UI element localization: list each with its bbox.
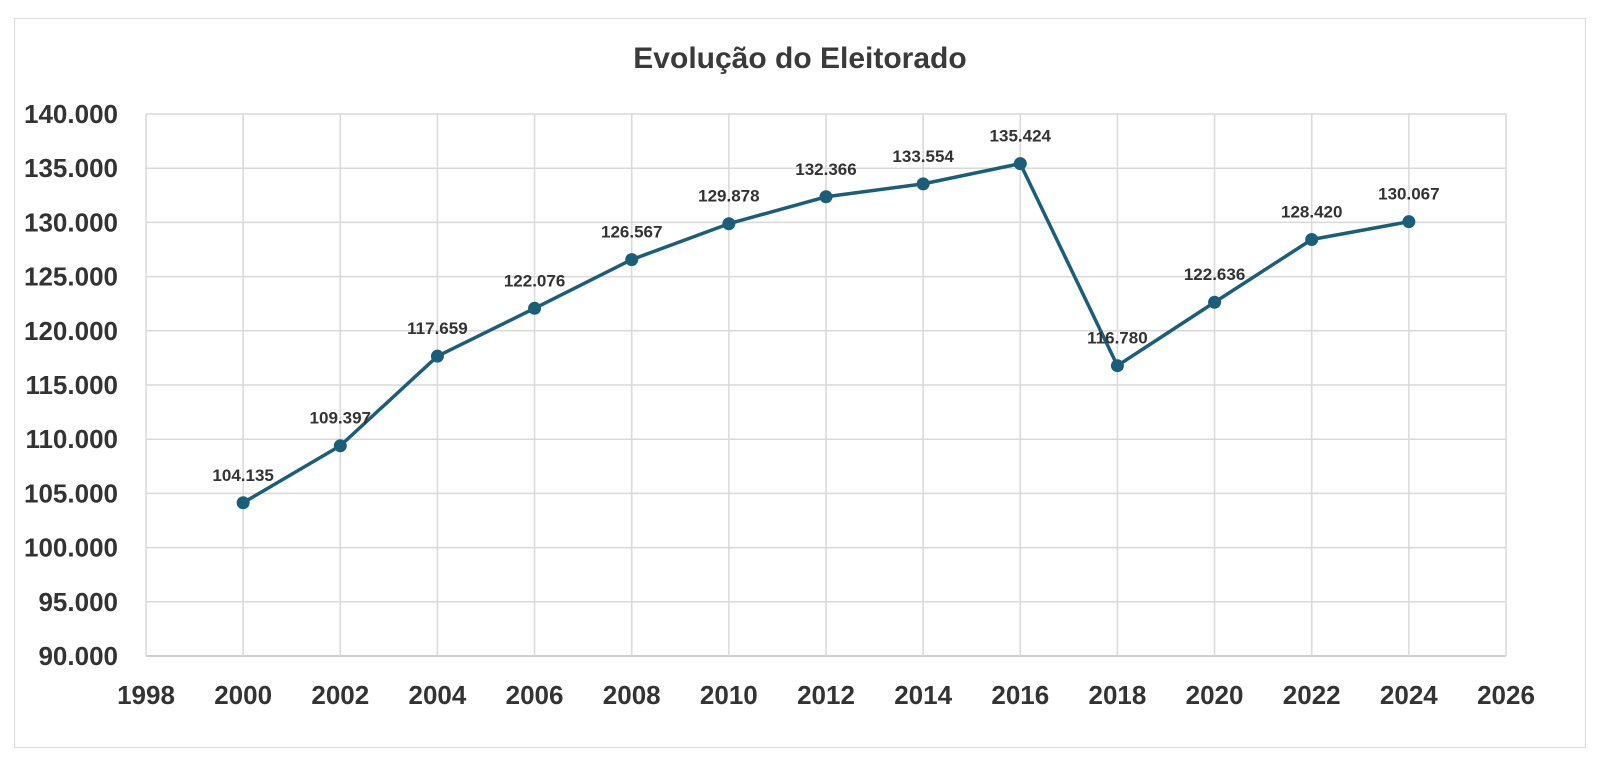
x-tick-label: 2006 [506,680,564,710]
data-point [1402,215,1416,229]
data-point [333,439,347,453]
data-label: 133.554 [892,147,954,166]
data-label: 129.878 [698,187,759,206]
data-label: 130.067 [1378,185,1439,204]
x-tick-label: 2012 [797,680,855,710]
x-tick-label: 2000 [214,680,272,710]
chart-frame [14,18,1586,748]
x-tick-label: 2022 [1283,680,1341,710]
data-point [528,301,542,315]
data-point [819,190,833,204]
y-tick-label: 115.000 [25,370,118,400]
data-point [1305,233,1319,247]
y-tick-label: 125.000 [24,262,118,292]
data-label: 104.135 [212,466,273,485]
data-point [430,349,444,363]
x-tick-label: 2020 [1186,680,1244,710]
data-label: 122.076 [504,271,565,290]
x-tick-label: 2010 [700,680,758,710]
data-label: 122.636 [1184,265,1245,284]
x-tick-label: 2002 [311,680,369,710]
data-point [236,496,250,510]
data-point [1110,359,1124,373]
data-label: 109.397 [310,409,371,428]
chart-title: Evolução do Eleitorado [633,42,967,75]
data-label: 132.366 [795,160,856,179]
y-tick-label: 100.000 [24,533,118,563]
data-label: 116.780 [1087,329,1148,348]
data-point [625,253,639,267]
data-label: 126.567 [601,223,662,242]
data-point [722,217,736,231]
data-label: 117.659 [407,319,468,338]
data-point [1208,295,1222,309]
data-label: 128.420 [1281,203,1342,222]
y-tick-label: 110.000 [25,424,118,454]
x-tick-label: 2016 [991,680,1049,710]
data-label: 135.424 [990,127,1052,146]
y-tick-label: 120.000 [24,316,118,346]
x-tick-label: 2018 [1089,680,1147,710]
x-tick-label: 2008 [603,680,661,710]
x-tick-label: 2024 [1380,680,1438,710]
y-tick-label: 135.000 [24,153,118,183]
y-tick-label: 95.000 [38,587,118,617]
x-tick-label: 1998 [117,680,175,710]
y-tick-label: 140.000 [24,99,118,129]
data-point [916,177,930,191]
x-tick-label: 2026 [1477,680,1535,710]
y-tick-label: 90.000 [38,641,118,671]
y-tick-label: 130.000 [24,207,118,237]
y-tick-label: 105.000 [24,478,118,508]
x-tick-label: 2004 [409,680,467,710]
x-tick-label: 2014 [894,680,952,710]
data-point [1013,157,1027,171]
